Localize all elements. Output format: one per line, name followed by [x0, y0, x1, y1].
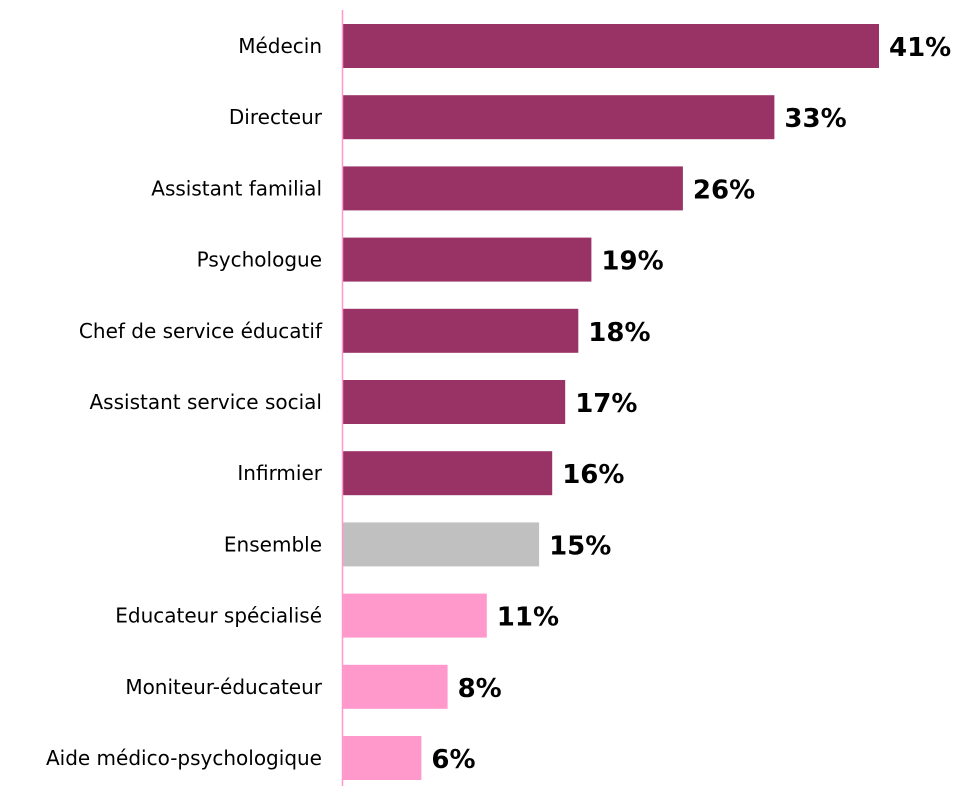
bar-directeur — [343, 95, 775, 140]
value-label-assistant-service-social: 17% — [575, 389, 637, 419]
value-label-chef-de-service-educatif: 18% — [588, 318, 650, 348]
bar-ensemble — [343, 522, 540, 567]
bar-moniteur-educateur — [343, 664, 448, 709]
category-label-assistant-service-social: Assistant service social — [90, 390, 323, 414]
value-label-infirmier: 16% — [562, 460, 624, 490]
bar-educateur-specialise — [343, 593, 487, 638]
value-label-educateur-specialise: 11% — [497, 603, 559, 633]
value-label-ensemble: 15% — [549, 531, 611, 561]
bar-medecin — [343, 24, 879, 68]
category-label-moniteur-educateur: Moniteur-éducateur — [125, 675, 322, 699]
value-label-directeur: 33% — [784, 104, 846, 134]
bar-assistant-familial — [343, 166, 683, 211]
category-label-medecin: Médecin — [238, 34, 322, 58]
value-label-medecin: 41% — [889, 33, 951, 63]
category-label-psychologue: Psychologue — [197, 248, 322, 272]
value-label-moniteur-educateur: 8% — [458, 674, 502, 704]
bar-psychologue — [343, 237, 592, 282]
bar-infirmier — [343, 451, 553, 496]
bar-assistant-service-social — [343, 380, 566, 424]
category-label-ensemble: Ensemble — [224, 532, 322, 556]
bar-aide-medico-psychologique — [343, 736, 422, 780]
category-labels-layer: Médecin Directeur Assistant familial Psycho… — [46, 34, 323, 770]
category-label-directeur: Directeur — [229, 105, 323, 129]
category-label-infirmier: Infirmier — [237, 461, 322, 485]
category-label-aide-medico-psychologique: Aide médico-psychologique — [46, 746, 322, 770]
value-labels-layer: 41% 33% 26% 19% 18% 17% 16% 15% 11% 8% 6% — [431, 33, 951, 775]
category-label-assistant-familial: Assistant familial — [151, 176, 322, 200]
value-label-aide-medico-psychologique: 6% — [431, 745, 475, 775]
value-label-psychologue: 19% — [601, 247, 663, 277]
category-label-educateur-specialise: Educateur spécialisé — [115, 604, 322, 628]
bar-chef-de-service-educatif — [343, 308, 579, 353]
value-label-assistant-familial: 26% — [693, 175, 755, 205]
category-label-chef-de-service-educatif: Chef de service éducatif — [79, 319, 323, 343]
bars-layer — [343, 24, 879, 780]
